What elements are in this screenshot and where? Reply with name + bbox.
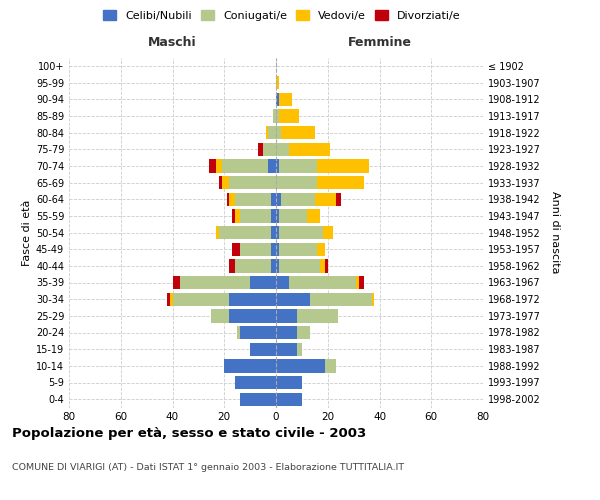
- Bar: [276, 309, 296, 322]
- Bar: [235, 259, 271, 272]
- Bar: [240, 326, 276, 339]
- Bar: [276, 126, 281, 139]
- Bar: [278, 242, 317, 256]
- Bar: [232, 242, 240, 256]
- Bar: [229, 176, 276, 189]
- Bar: [289, 276, 356, 289]
- Bar: [323, 226, 333, 239]
- Bar: [250, 342, 276, 356]
- Bar: [217, 159, 221, 172]
- Bar: [320, 259, 325, 272]
- Bar: [237, 326, 240, 339]
- Bar: [276, 359, 325, 372]
- Bar: [276, 242, 278, 256]
- Bar: [167, 292, 170, 306]
- Bar: [219, 226, 271, 239]
- Bar: [307, 209, 320, 222]
- Text: COMUNE DI VIARIGI (AT) - Dati ISTAT 1° gennaio 2003 - Elaborazione TUTTITALIA.IT: COMUNE DI VIARIGI (AT) - Dati ISTAT 1° g…: [12, 462, 404, 471]
- Bar: [209, 159, 217, 172]
- Bar: [315, 192, 335, 206]
- Bar: [325, 359, 335, 372]
- Bar: [271, 242, 276, 256]
- Text: Popolazione per età, sesso e stato civile - 2003: Popolazione per età, sesso e stato civil…: [12, 428, 366, 440]
- Bar: [173, 292, 229, 306]
- Bar: [271, 209, 276, 222]
- Bar: [278, 209, 307, 222]
- Bar: [372, 292, 374, 306]
- Bar: [211, 309, 229, 322]
- Bar: [296, 309, 338, 322]
- Bar: [276, 92, 278, 106]
- Bar: [232, 209, 235, 222]
- Bar: [268, 159, 276, 172]
- Bar: [224, 359, 276, 372]
- Bar: [296, 326, 310, 339]
- Bar: [258, 142, 263, 156]
- Bar: [271, 259, 276, 272]
- Bar: [296, 342, 302, 356]
- Bar: [278, 92, 292, 106]
- Bar: [276, 142, 289, 156]
- Bar: [276, 376, 302, 389]
- Bar: [271, 226, 276, 239]
- Bar: [240, 392, 276, 406]
- Bar: [240, 209, 271, 222]
- Bar: [325, 259, 328, 272]
- Bar: [278, 226, 323, 239]
- Bar: [276, 259, 278, 272]
- Bar: [229, 192, 235, 206]
- Bar: [276, 176, 317, 189]
- Bar: [278, 159, 317, 172]
- Bar: [317, 176, 364, 189]
- Bar: [289, 142, 331, 156]
- Bar: [227, 192, 229, 206]
- Bar: [229, 309, 276, 322]
- Bar: [281, 126, 315, 139]
- Legend: Celibi/Nubili, Coniugati/e, Vedovi/e, Divorziati/e: Celibi/Nubili, Coniugati/e, Vedovi/e, Di…: [99, 6, 465, 25]
- Bar: [276, 292, 310, 306]
- Bar: [180, 276, 250, 289]
- Bar: [219, 176, 221, 189]
- Bar: [266, 126, 268, 139]
- Bar: [235, 192, 271, 206]
- Bar: [235, 209, 240, 222]
- Bar: [173, 276, 180, 289]
- Bar: [221, 159, 268, 172]
- Text: Femmine: Femmine: [347, 36, 412, 49]
- Bar: [278, 259, 320, 272]
- Bar: [276, 209, 278, 222]
- Bar: [278, 109, 299, 122]
- Bar: [276, 342, 296, 356]
- Bar: [276, 159, 278, 172]
- Bar: [170, 292, 173, 306]
- Bar: [356, 276, 359, 289]
- Bar: [276, 392, 302, 406]
- Bar: [221, 176, 229, 189]
- Bar: [359, 276, 364, 289]
- Bar: [310, 292, 372, 306]
- Bar: [317, 242, 325, 256]
- Bar: [281, 192, 315, 206]
- Bar: [274, 109, 276, 122]
- Bar: [271, 192, 276, 206]
- Bar: [276, 276, 289, 289]
- Bar: [235, 376, 276, 389]
- Bar: [276, 326, 296, 339]
- Bar: [335, 192, 341, 206]
- Bar: [240, 242, 271, 256]
- Bar: [317, 159, 369, 172]
- Bar: [217, 226, 219, 239]
- Bar: [250, 276, 276, 289]
- Y-axis label: Anni di nascita: Anni di nascita: [550, 191, 560, 274]
- Y-axis label: Fasce di età: Fasce di età: [22, 200, 32, 266]
- Bar: [229, 292, 276, 306]
- Bar: [276, 109, 278, 122]
- Text: Maschi: Maschi: [148, 36, 197, 49]
- Bar: [276, 226, 278, 239]
- Bar: [276, 76, 278, 89]
- Bar: [276, 192, 281, 206]
- Bar: [229, 259, 235, 272]
- Bar: [268, 126, 276, 139]
- Bar: [263, 142, 276, 156]
